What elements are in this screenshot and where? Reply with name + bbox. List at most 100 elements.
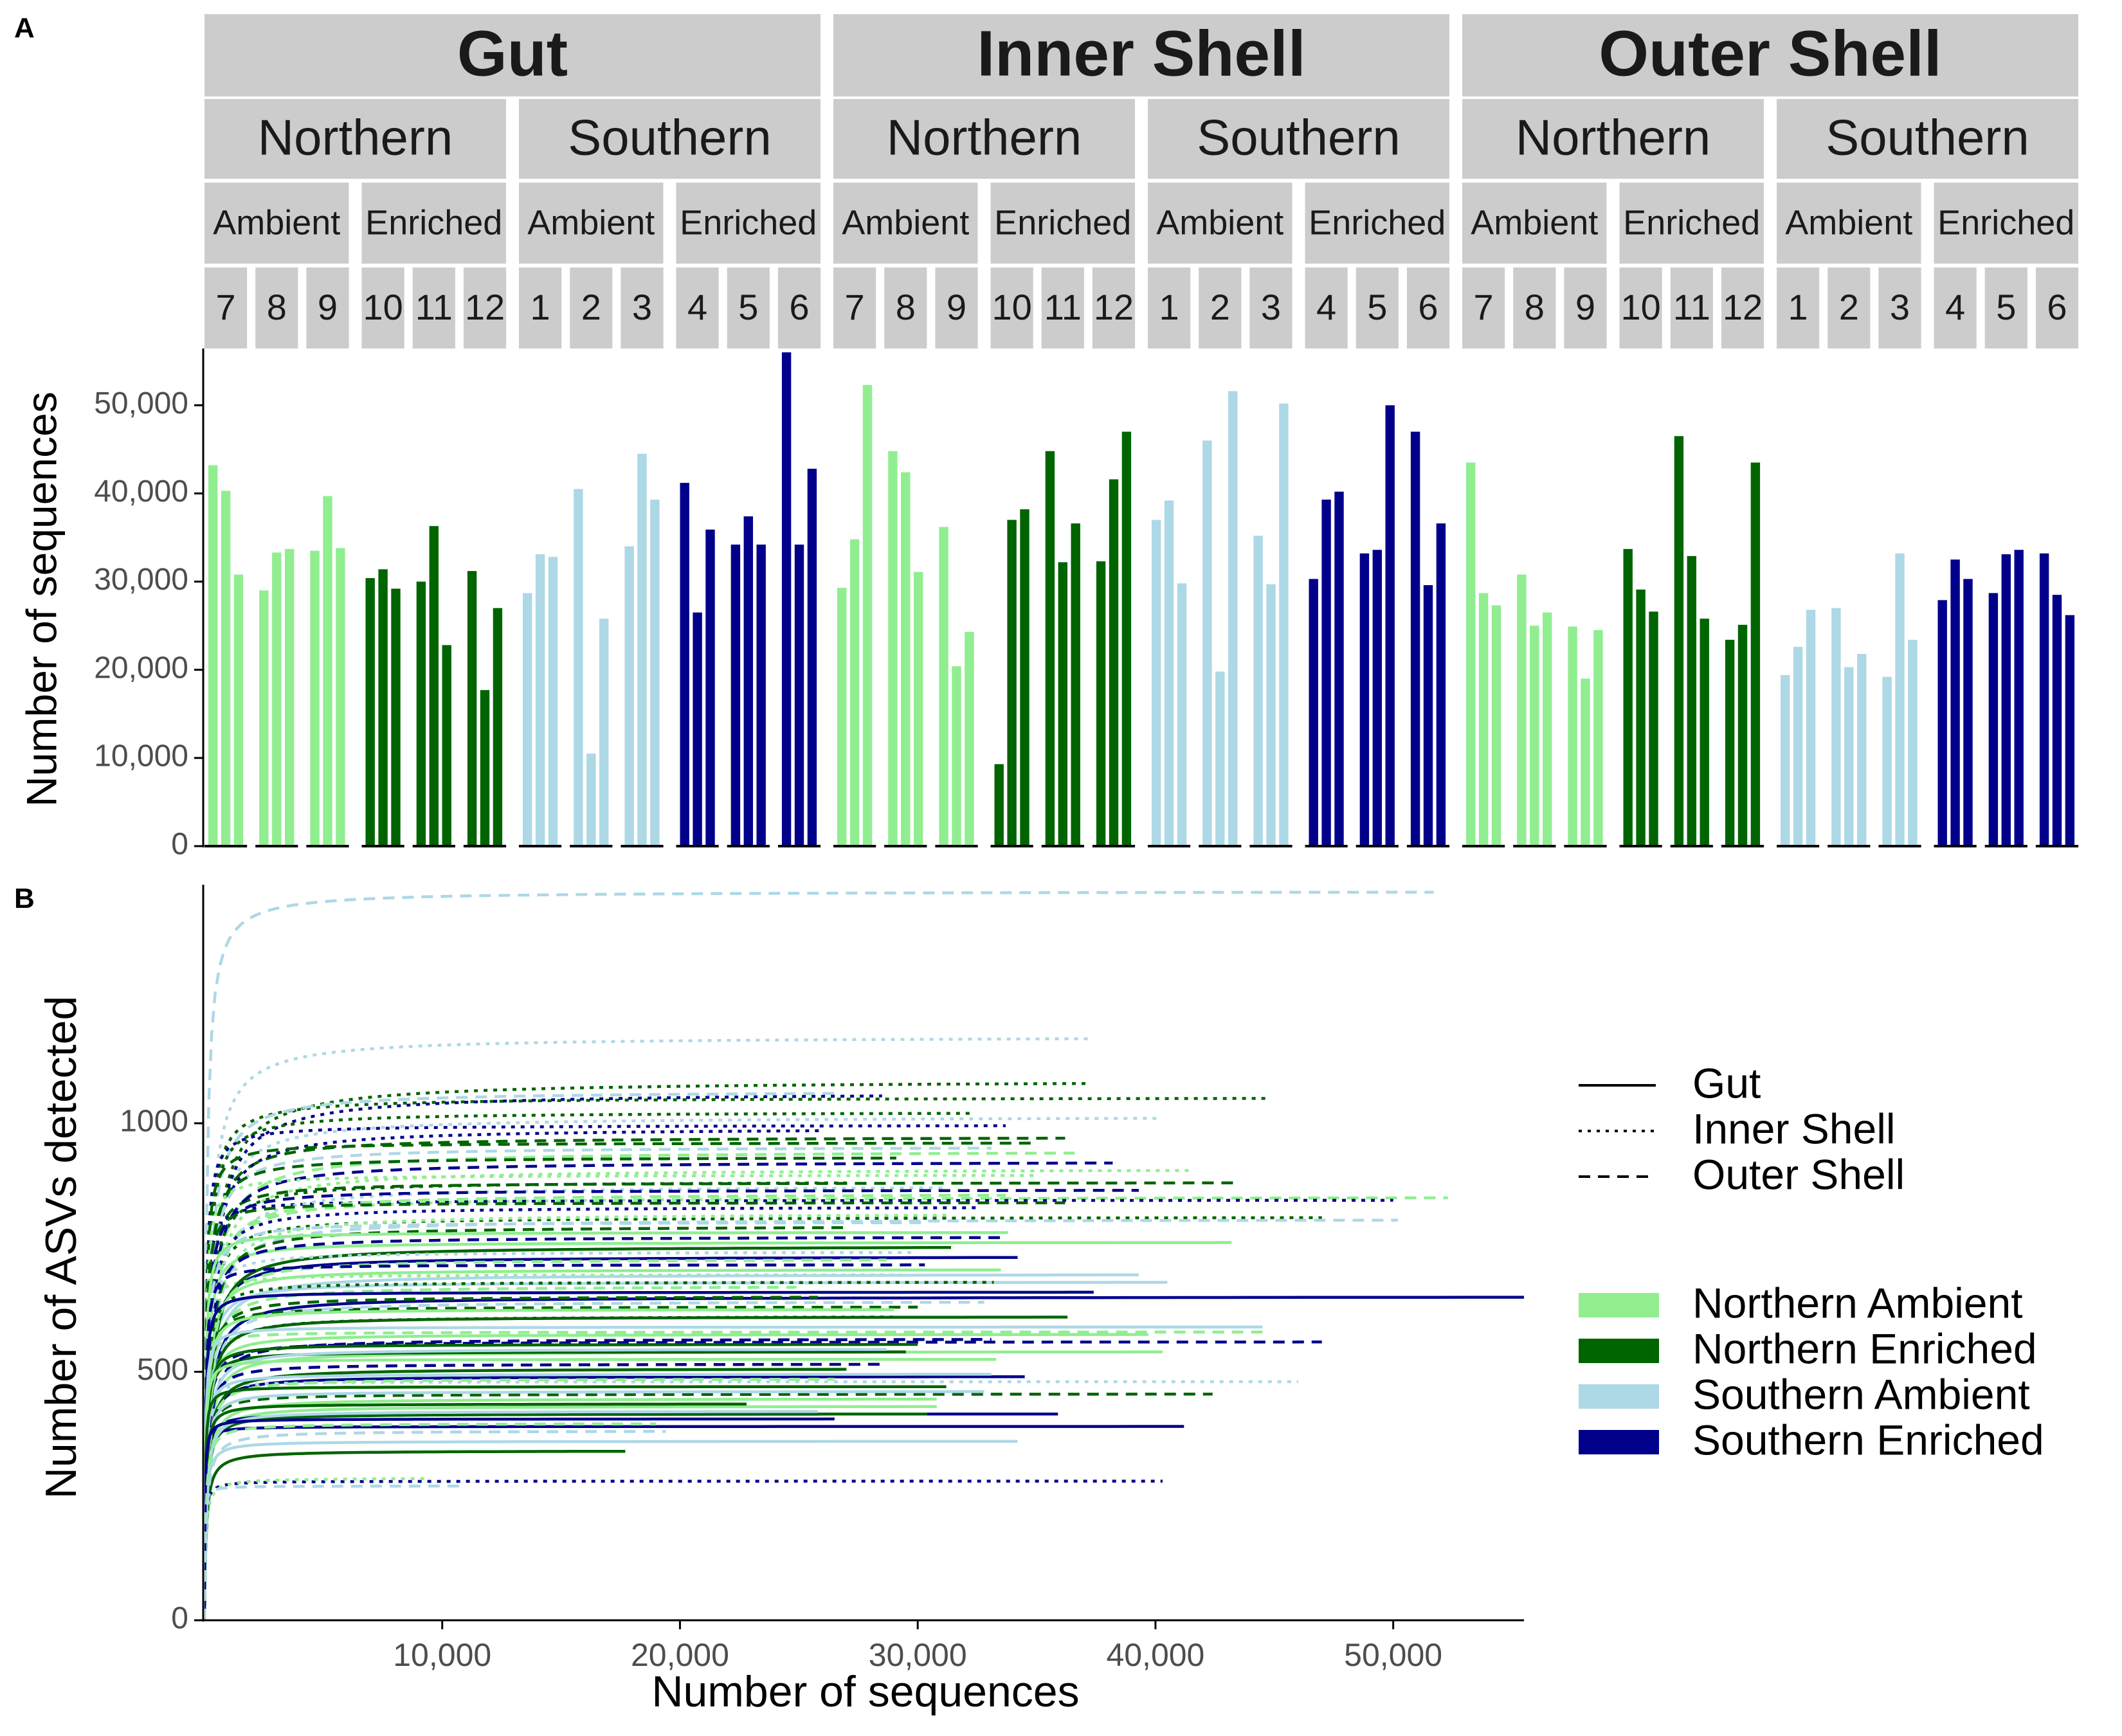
facet-strip-tank — [1148, 267, 1191, 348]
facet-strip-label-enriched: Enriched — [680, 203, 817, 242]
rarefaction-curve-southern-ambient-outer-shell — [204, 1221, 925, 1621]
facet-strip-label-tank-6: 6 — [789, 287, 809, 327]
bar-gut-tank-11-rep-3 — [442, 645, 451, 846]
bar-outer-shell-tank-7-rep-3 — [1491, 605, 1501, 846]
rarefaction-curve-southern-enriched-outer-shell — [204, 1236, 1004, 1621]
facet-strip-label-tank-1: 1 — [1159, 287, 1179, 327]
bar-gut-tank-1-rep-1 — [523, 593, 532, 846]
bar-outer-shell-tank-6-rep-1 — [2039, 553, 2049, 846]
rarefaction-curve-northern-ambient-gut — [204, 1397, 937, 1621]
bar-gut-tank-10-rep-3 — [391, 588, 401, 846]
bar-inner-shell-tank-7-rep-2 — [849, 539, 860, 846]
rarefaction-curve-northern-ambient-gut — [204, 1405, 937, 1621]
bar-gut-tank-2-rep-2 — [586, 754, 596, 846]
facet-strip-label-tank-1: 1 — [1788, 287, 1808, 327]
legend-label-northern-enriched: Northern Enriched — [1692, 1325, 2037, 1372]
rarefaction-curve-southern-ambient-gut — [204, 1390, 984, 1621]
bar-outer-shell-tank-5-rep-1 — [1988, 593, 1999, 846]
facet-strip-region — [833, 99, 1135, 179]
bar-inner-shell-tank-2-rep-1 — [1202, 440, 1212, 846]
panel-label-b: B — [14, 883, 35, 914]
facet-strip-treatment — [1619, 183, 1764, 264]
bar-gut-tank-3-rep-3 — [650, 500, 660, 846]
bar-gut-tank-2-rep-1 — [574, 489, 583, 846]
facet-strip-tank — [777, 267, 821, 348]
facet-strip-label-tank-1: 1 — [530, 287, 550, 327]
bar-inner-shell-tank-2-rep-2 — [1215, 671, 1225, 846]
panel-b-x-tick-label: 20,000 — [631, 1637, 729, 1673]
rarefaction-curve-southern-enriched-outer-shell — [204, 1362, 887, 1621]
facet-strip-label-tank-7: 7 — [216, 287, 236, 327]
bar-inner-shell-tank-1-rep-3 — [1177, 583, 1187, 846]
panel-a-y-tick-label: 0 — [171, 827, 188, 862]
facet-strip-label-tank-4: 4 — [1316, 287, 1336, 327]
facet-strip-treatment — [833, 183, 978, 264]
rarefaction-curve-northern-enriched-outer-shell — [204, 1305, 918, 1621]
rarefaction-curve-southern-enriched-inner-shell — [204, 1206, 977, 1621]
bar-gut-tank-10-rep-1 — [365, 578, 375, 846]
bar-inner-shell-tank-10-rep-3 — [1020, 509, 1029, 846]
bar-outer-shell-tank-6-rep-2 — [2052, 595, 2062, 846]
bar-inner-shell-tank-8-rep-1 — [888, 451, 898, 846]
facet-strip-tank — [1827, 267, 1871, 348]
facet-strip-label-tank-9: 9 — [947, 287, 966, 327]
facet-strip-label-tank-4: 4 — [1945, 287, 1965, 327]
bar-gut-tank-4-rep-2 — [693, 612, 702, 846]
rarefaction-curve-southern-enriched-outer-shell — [204, 1340, 1322, 1621]
bar-gut-tank-5-rep-1 — [730, 544, 741, 846]
bar-outer-shell-tank-4-rep-2 — [1950, 559, 1960, 846]
facet-strip-tank — [361, 267, 404, 348]
bar-inner-shell-tank-8-rep-2 — [901, 472, 911, 846]
rarefaction-curve-northern-enriched-inner-shell — [204, 1081, 1089, 1621]
facet-strip-tank — [884, 267, 927, 348]
panel-b-rarefaction-chart: 0 500 1000 10,000 20,000 30,000 40,000 50,000 Nu… — [37, 885, 2044, 1716]
rarefaction-curve-northern-enriched-outer-shell — [204, 1296, 818, 1621]
facet-strip-label-tank-9: 9 — [1575, 287, 1595, 327]
bar-outer-shell-tank-7-rep-1 — [1466, 462, 1476, 846]
facet-strip-label-northern: Northern — [258, 109, 453, 166]
bar-inner-shell-tank-4-rep-2 — [1321, 500, 1331, 846]
facet-strip-treatment — [361, 183, 506, 264]
facet-strip-label-tank-10: 10 — [992, 287, 1031, 327]
bar-outer-shell-tank-8-rep-3 — [1543, 612, 1552, 846]
rarefaction-curve-northern-enriched-gut — [204, 1412, 927, 1621]
facet-strip-label-southern: Southern — [1826, 109, 2029, 166]
rarefaction-curve-northern-ambient-gut — [204, 1308, 894, 1621]
rarefaction-curve-northern-enriched-gut — [204, 1316, 1068, 1621]
rarefaction-curve-northern-enriched-outer-shell — [204, 1393, 1213, 1621]
bar-gut-tank-8-rep-1 — [259, 590, 269, 846]
rarefaction-curve-northern-ambient-gut — [204, 1333, 1148, 1621]
rarefaction-curve-southern-ambient-inner-shell — [204, 1037, 1092, 1621]
rarefaction-curve-southern-ambient-gut — [204, 1325, 1263, 1621]
bar-inner-shell-tank-9-rep-1 — [939, 527, 948, 846]
panel-b-x-tick-label: 50,000 — [1344, 1637, 1442, 1673]
rarefaction-curve-southern-enriched-gut — [204, 1425, 1184, 1621]
facet-strip-tank — [833, 267, 876, 348]
facet-strip-label-tank-10: 10 — [1620, 287, 1660, 327]
facet-strip-label-tank-5: 5 — [1367, 287, 1387, 327]
bar-outer-shell-tank-9-rep-1 — [1568, 626, 1577, 846]
facet-strip-tank — [2035, 267, 2079, 348]
facet-strip-tank — [1356, 267, 1399, 348]
facet-strip-tank — [676, 267, 719, 348]
panel-a-y-tick-label: 50,000 — [94, 386, 188, 420]
bar-inner-shell-tank-2-rep-3 — [1228, 391, 1238, 846]
facet-strip-tank — [990, 267, 1033, 348]
bar-gut-tank-12-rep-3 — [493, 608, 503, 846]
panel-label-a: A — [14, 12, 35, 44]
facet-strip-label-enriched: Enriched — [365, 203, 502, 242]
facet-strip-label-tank-2: 2 — [1210, 287, 1230, 327]
facet-strip-label-tank-11: 11 — [1673, 287, 1710, 327]
panel-a-y-tick-label: 40,000 — [94, 475, 188, 509]
facet-strip-label-tank-5: 5 — [1996, 287, 2016, 327]
rarefaction-curve-northern-ambient-inner-shell — [204, 1173, 1037, 1621]
facet-strip-tank — [1934, 267, 1977, 348]
rarefaction-curve-northern-ambient-gut — [204, 1268, 1001, 1621]
bar-gut-tank-7-rep-1 — [208, 465, 218, 846]
facet-strip-label-ambient: Ambient — [213, 203, 340, 242]
bar-outer-shell-tank-10-rep-1 — [1623, 548, 1633, 846]
panel-a-y-axis-title: Number of sequences — [17, 392, 65, 807]
rarefaction-curve-northern-enriched-gut — [204, 1246, 951, 1621]
bar-inner-shell-tank-3-rep-1 — [1253, 536, 1263, 846]
facet-strip-treatment — [519, 183, 664, 264]
